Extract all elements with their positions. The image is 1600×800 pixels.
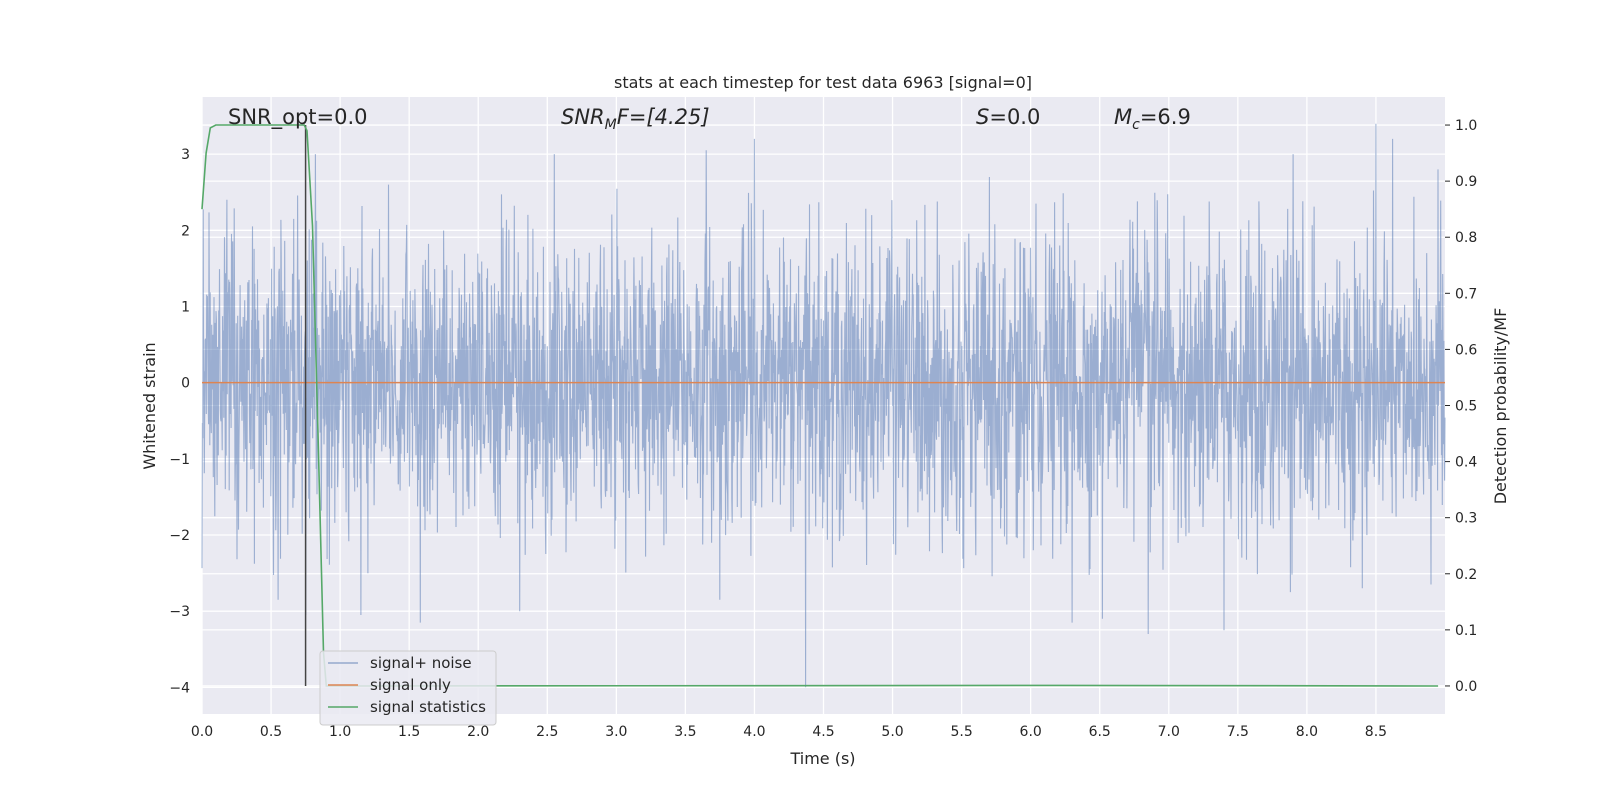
legend: signal+ noise signal only signal statist… [319, 650, 497, 726]
x-tick-label: 5.5 [950, 724, 972, 740]
x-tick-label: 0.0 [191, 724, 213, 740]
y-left-axis-label: Whitened strain [140, 342, 159, 469]
y-left-tick-label: −1 [169, 452, 190, 468]
x-tick-label: 1.0 [329, 724, 351, 740]
x-tick-label: 3.5 [674, 724, 696, 740]
y-right-tick-label: 0.6 [1455, 342, 1477, 358]
x-tick-label: 4.5 [812, 724, 834, 740]
s-annotation: S=0.0 [976, 105, 1040, 129]
x-tick-label: 4.0 [743, 724, 765, 740]
mc-value: =6.9 [1140, 105, 1191, 129]
snr-mf-annotation: SNRMF=[4.25] [561, 105, 710, 133]
y-right-tick-label: 0.2 [1455, 567, 1477, 583]
y-right-tick-label: 0.4 [1455, 455, 1477, 471]
mc-subscript: c [1132, 117, 1140, 133]
chart-title: stats at each timestep for test data 696… [614, 73, 1032, 92]
snr-mf-subscript: M [605, 117, 617, 133]
s-symbol: S [976, 105, 989, 129]
y-right-tick-label: 0.7 [1455, 286, 1477, 302]
y-left-tick-label: −2 [169, 528, 190, 544]
snr-mf-symbol: SNR [561, 105, 605, 129]
series-signal-noise [201, 123, 1446, 688]
y-right-tick-label: 0.1 [1455, 623, 1477, 639]
x-tick-label: 8.0 [1296, 724, 1318, 740]
mc-symbol: M [1114, 105, 1132, 129]
x-tick-label: 7.5 [1227, 724, 1249, 740]
x-tick-label: 5.0 [881, 724, 903, 740]
y-left-tick-label: 2 [181, 223, 190, 239]
x-tick-label: 0.5 [260, 724, 282, 740]
y-right-tick-label: 0.9 [1455, 174, 1477, 190]
x-tick-label: 6.5 [1089, 724, 1111, 740]
y-left-tick-label: 0 [181, 376, 190, 392]
x-tick-label: 6.0 [1020, 724, 1042, 740]
x-tick-label: 1.5 [398, 724, 420, 740]
y-right-tick-label: 0.8 [1455, 230, 1477, 246]
s-value: =0.0 [989, 105, 1040, 129]
legend-box [319, 650, 497, 726]
x-tick-label: 2.0 [467, 724, 489, 740]
y-left-tick-label: 3 [181, 147, 190, 163]
y-left-axis-ticks: 3 2 1 0 −1 −2 −3 −4 [169, 147, 190, 696]
snr-opt-annotation: SNR_opt=0.0 [228, 105, 368, 130]
y-left-tick-label: 1 [181, 299, 190, 315]
mc-annotation: Mc=6.9 [1114, 105, 1191, 133]
y-right-axis-label: Detection probability/MF [1491, 308, 1510, 505]
y-right-tick-label: 1.0 [1455, 118, 1477, 134]
x-tick-label: 2.5 [536, 724, 558, 740]
y-left-tick-label: −3 [169, 604, 190, 620]
legend-label-signal-noise: signal+ noise [370, 654, 472, 672]
snr-mf-value: F=[4.25] [617, 105, 710, 129]
x-axis-label: Time (s) [789, 749, 855, 768]
x-tick-label: 7.0 [1158, 724, 1180, 740]
y-right-tick-label: 0.3 [1455, 511, 1477, 527]
legend-label-signal-statistics: signal statistics [370, 698, 486, 716]
y-right-tick-label: 0.0 [1455, 679, 1477, 695]
y-right-axis-ticks: 1.0 0.9 0.8 0.7 0.6 0.5 0.4 0.3 0.2 0.1 0.0 [1445, 118, 1477, 695]
x-tick-label: 8.5 [1365, 724, 1387, 740]
y-right-tick-label: 0.5 [1455, 399, 1477, 415]
y-left-tick-label: −4 [169, 680, 190, 696]
x-tick-label: 3.0 [605, 724, 627, 740]
x-axis-ticks: 0.0 0.5 1.0 1.5 2.0 2.5 3.0 3.5 4.0 4.5 5.0 5.5 6.0 6… [191, 724, 1387, 740]
legend-label-signal-only: signal only [370, 676, 451, 694]
